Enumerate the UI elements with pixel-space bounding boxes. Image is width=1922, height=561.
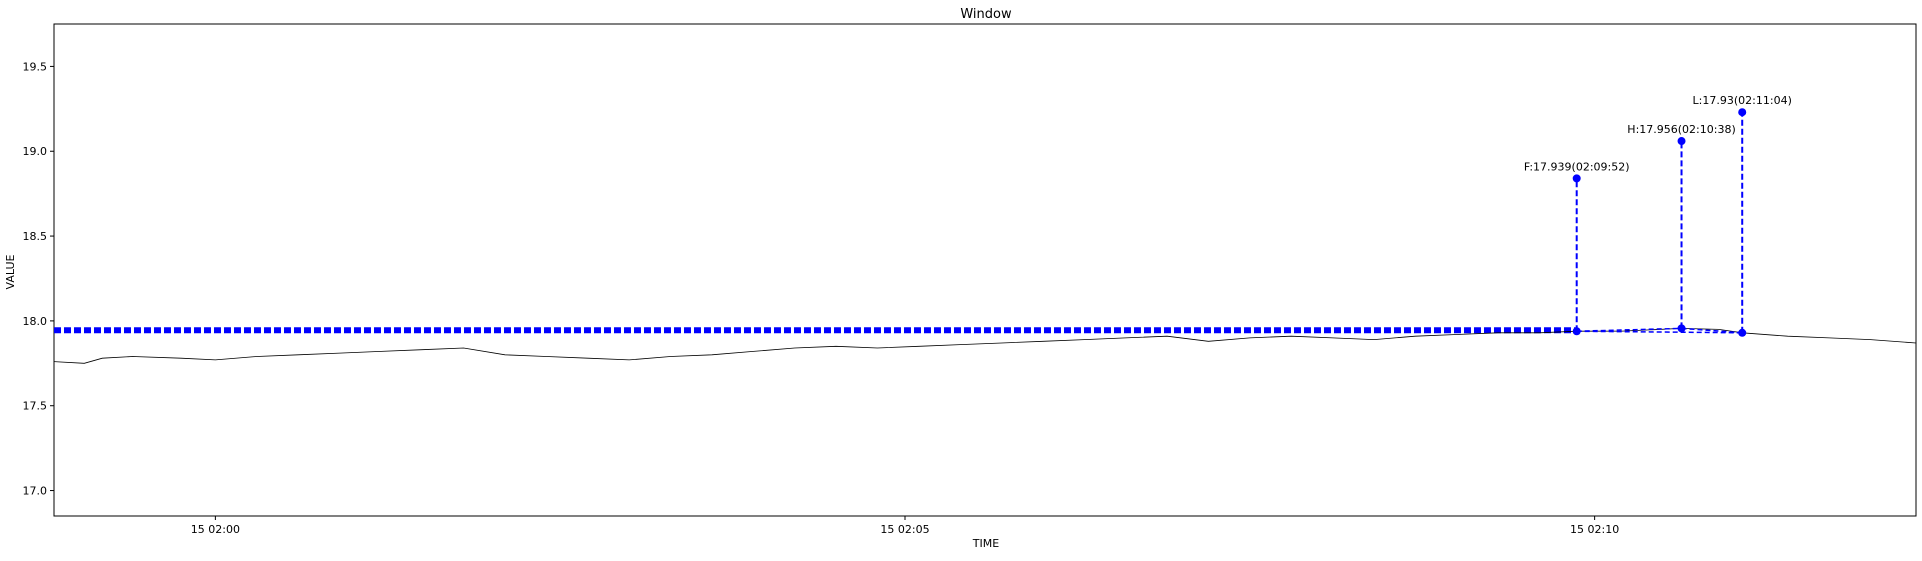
x-tick-label: 15 02:10 [1570, 523, 1619, 536]
y-tick-label: 19.0 [23, 145, 48, 158]
y-tick-label: 18.0 [23, 315, 48, 328]
marker-connector [1576, 330, 1743, 334]
plot-frame [53, 23, 1917, 517]
plot-area: 17.0 17.5 18.0 18.5 19.0 19.5 15 02:00 15 02:05… [23, 23, 1917, 536]
marker-top-point [1572, 174, 1581, 183]
x-tick-label: 15 02:05 [880, 523, 929, 536]
y-tick-label: 19.5 [23, 60, 48, 73]
y-axis-label: VALUE [4, 254, 17, 289]
x-axis-label: TIME [972, 537, 999, 550]
y-tick-label: 18.5 [23, 230, 48, 243]
marker-base-point [1572, 327, 1581, 336]
marker-top-point [1677, 137, 1686, 146]
marker-top-point [1738, 108, 1747, 117]
x-tick-label: 15 02:00 [191, 523, 240, 536]
marker-base-point [1738, 328, 1747, 337]
chart-title: Window [960, 7, 1012, 22]
y-tick-label: 17.5 [23, 400, 48, 413]
marker-label: H:17.956(02:10:38) [1627, 123, 1735, 136]
y-tick-label: 17.0 [23, 485, 48, 498]
marker-base-point [1677, 324, 1686, 333]
marker-label: L:17.93(02:11:04) [1693, 94, 1792, 107]
marker-label: F:17.939(02:09:52) [1524, 160, 1630, 173]
price-series-line [53, 327, 1917, 364]
